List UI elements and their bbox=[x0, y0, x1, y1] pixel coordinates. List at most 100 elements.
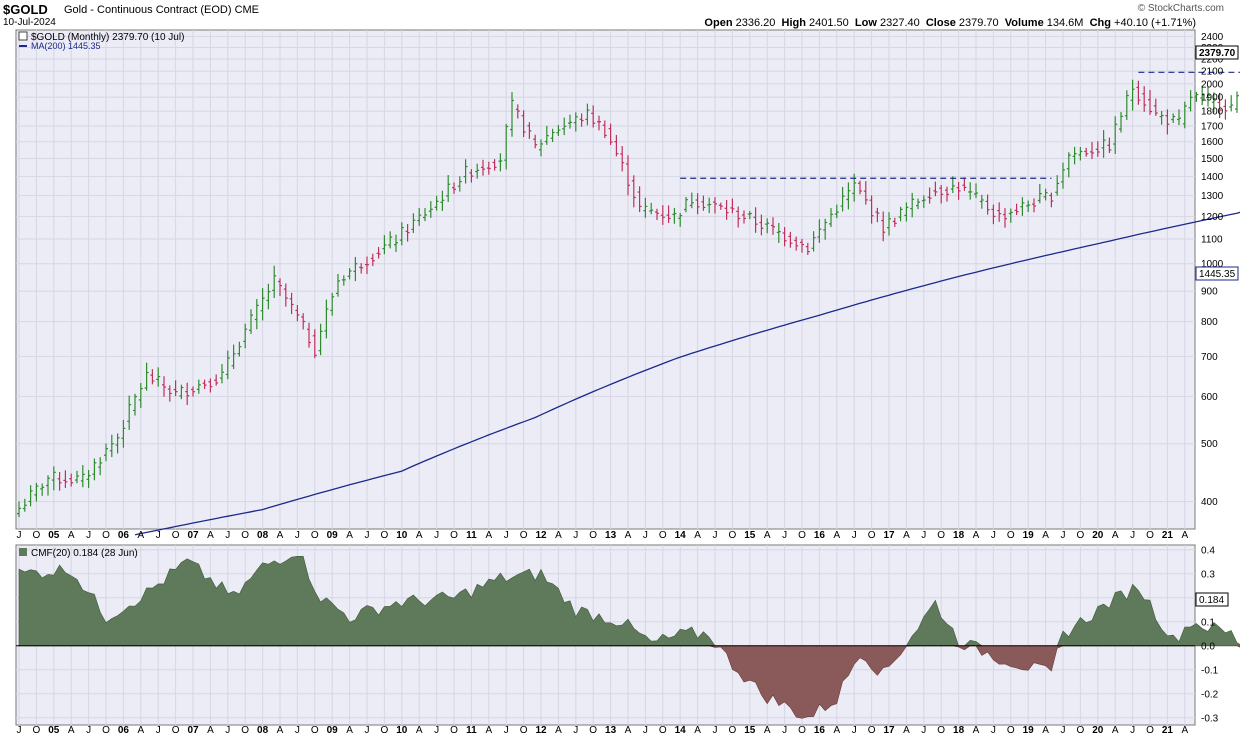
price-tick-label: 1600 bbox=[1201, 137, 1224, 148]
price-bar bbox=[950, 176, 955, 194]
price-tick-label: 1000 bbox=[1201, 259, 1224, 270]
x-tick-label: J bbox=[504, 725, 509, 736]
price-bar bbox=[492, 159, 497, 171]
price-bar bbox=[266, 283, 271, 310]
cmf-area-layer bbox=[16, 556, 1240, 719]
price-bar bbox=[1090, 141, 1094, 160]
price-bar bbox=[1124, 90, 1129, 120]
price-bar bbox=[544, 125, 549, 145]
price-bar bbox=[747, 211, 752, 220]
price-bar bbox=[1136, 80, 1141, 105]
x-tick-label: A bbox=[903, 530, 910, 541]
price-bar bbox=[678, 212, 683, 227]
x-tick-label: O bbox=[1007, 725, 1015, 736]
price-bar bbox=[736, 206, 741, 228]
x-tick-label: O bbox=[311, 530, 319, 541]
x-tick-label: 15 bbox=[744, 530, 756, 541]
price-bar bbox=[1229, 95, 1234, 112]
price-bar bbox=[498, 153, 503, 172]
ma-legend-text: MA(200) 1445.35 bbox=[31, 41, 101, 51]
price-bar bbox=[144, 362, 149, 391]
cmf-tick-label: 0.0 bbox=[1201, 641, 1215, 652]
price-bar bbox=[979, 194, 984, 209]
x-tick-label: O bbox=[172, 530, 180, 541]
price-bar bbox=[92, 458, 97, 481]
price-bar bbox=[156, 367, 161, 387]
price-bar bbox=[423, 208, 427, 222]
x-tick-label: J bbox=[991, 530, 996, 541]
x-tick-label: 10 bbox=[396, 725, 408, 736]
watermark: © StockCharts.com bbox=[1137, 3, 1224, 14]
price-pane[interactable] bbox=[15, 29, 1196, 530]
price-legend-text: $GOLD (Monthly) 2379.70 (10 Jul) bbox=[31, 32, 184, 43]
price-bar bbox=[521, 110, 526, 138]
price-bar bbox=[162, 376, 166, 397]
cmf-tick-label: -0.1 bbox=[1201, 665, 1219, 676]
price-bar bbox=[1049, 192, 1054, 208]
price-bar bbox=[759, 214, 764, 236]
price-bar bbox=[655, 208, 659, 221]
price-bar bbox=[1235, 91, 1239, 113]
close-value: 2379.70 bbox=[958, 17, 999, 29]
price-bar bbox=[75, 470, 79, 484]
last-price-tag-text: 2379.70 bbox=[1199, 48, 1236, 59]
x-tick-label: J bbox=[991, 725, 996, 736]
price-bar bbox=[225, 350, 230, 380]
price-bar bbox=[1153, 98, 1158, 116]
price-bar bbox=[475, 163, 480, 179]
x-tick-label: A bbox=[485, 530, 492, 541]
low-label: Low bbox=[854, 17, 877, 29]
price-bar bbox=[660, 205, 665, 225]
open-value: 2336.20 bbox=[735, 17, 776, 29]
cmf-legend-text: CMF(20) 0.184 (28 Jun) bbox=[31, 548, 138, 559]
price-bar bbox=[631, 175, 636, 208]
price-bar bbox=[765, 218, 770, 234]
price-bar bbox=[63, 470, 68, 488]
price-bar bbox=[481, 159, 485, 176]
price-bar bbox=[214, 374, 219, 386]
instrument-description: Gold - Continuous Contract (EOD) CME bbox=[64, 4, 260, 16]
price-bar bbox=[695, 193, 700, 215]
x-tick-label: 17 bbox=[883, 530, 895, 541]
x-tick-label: A bbox=[694, 725, 701, 736]
x-tick-label: O bbox=[241, 530, 249, 541]
x-tick-label: 18 bbox=[953, 725, 965, 736]
x-tick-label: 05 bbox=[48, 530, 60, 541]
x-tick-label: 14 bbox=[675, 530, 687, 541]
ma-tag-box bbox=[1195, 266, 1239, 281]
high-label: High bbox=[781, 17, 806, 29]
price-bar bbox=[556, 124, 561, 137]
price-bar bbox=[40, 483, 45, 496]
price-bar bbox=[1026, 200, 1031, 212]
x-tick-label: O bbox=[381, 530, 389, 541]
close-label: Close bbox=[925, 17, 956, 29]
x-tick-label: O bbox=[1077, 530, 1085, 541]
cmf-last-tag-text: 0.184 bbox=[1199, 595, 1224, 606]
x-tick-label: A bbox=[1181, 725, 1188, 736]
price-tick-label: 400 bbox=[1201, 497, 1218, 508]
x-tick-label: J bbox=[921, 530, 926, 541]
x-tick-label: J bbox=[365, 530, 370, 541]
x-tick-label: J bbox=[86, 725, 91, 736]
price-bar bbox=[417, 207, 422, 226]
x-tick-label: J bbox=[852, 530, 857, 541]
x-tick-label: O bbox=[729, 530, 737, 541]
last-price-tag-box bbox=[1195, 45, 1239, 60]
price-bar bbox=[718, 202, 723, 210]
price-bar bbox=[776, 223, 781, 243]
x-tick-label: O bbox=[520, 725, 528, 736]
x-tick-label: J bbox=[782, 530, 787, 541]
price-bar bbox=[927, 187, 932, 204]
x-tick-label: J bbox=[643, 530, 648, 541]
price-bar bbox=[324, 299, 329, 339]
price-bar bbox=[939, 184, 944, 204]
price-bar bbox=[57, 472, 62, 491]
price-bar bbox=[666, 205, 671, 223]
x-tick-label: 07 bbox=[187, 530, 199, 541]
price-bar bbox=[1113, 116, 1118, 154]
x-tick-label: J bbox=[1130, 725, 1135, 736]
price-legend-swatch bbox=[18, 31, 28, 41]
x-tick-label: J bbox=[295, 530, 300, 541]
x-tick-label: J bbox=[782, 725, 787, 736]
